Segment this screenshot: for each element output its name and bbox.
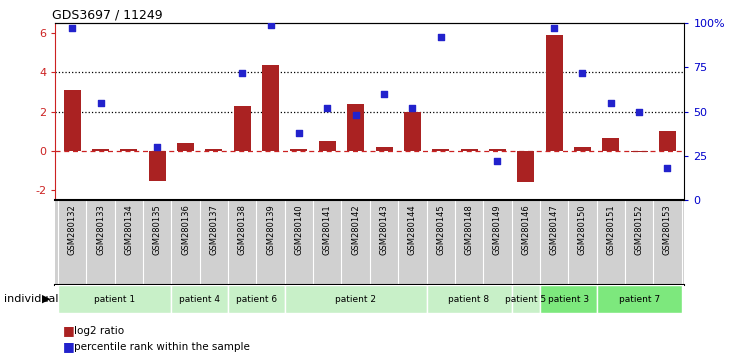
Bar: [540, 285, 597, 313]
Bar: [64, 90, 81, 151]
Bar: [149, 151, 166, 181]
Bar: [58, 285, 171, 313]
Point: [378, 91, 390, 97]
Bar: [319, 141, 336, 151]
Text: GSM280141: GSM280141: [323, 204, 332, 255]
Text: ▶: ▶: [42, 294, 51, 304]
Text: patient 5: patient 5: [505, 295, 546, 304]
Point: [406, 105, 418, 111]
Bar: [489, 149, 506, 151]
Text: patient 4: patient 4: [180, 295, 220, 304]
Point: [293, 130, 305, 136]
Point: [492, 158, 503, 164]
Text: GSM280152: GSM280152: [634, 204, 643, 255]
Bar: [121, 149, 138, 151]
Text: patient 2: patient 2: [335, 295, 376, 304]
Bar: [517, 151, 534, 182]
Point: [95, 100, 107, 105]
Bar: [92, 149, 109, 151]
Text: GSM280148: GSM280148: [464, 204, 473, 255]
Point: [435, 34, 447, 40]
Text: GSM280146: GSM280146: [521, 204, 530, 255]
Bar: [234, 105, 251, 151]
Text: GSM280140: GSM280140: [294, 204, 303, 255]
Bar: [171, 285, 228, 313]
Bar: [205, 149, 222, 151]
Bar: [631, 151, 648, 152]
Bar: [461, 149, 478, 151]
Point: [605, 100, 617, 105]
Text: GSM280147: GSM280147: [550, 204, 559, 255]
Bar: [597, 285, 682, 313]
Text: GDS3697 / 11249: GDS3697 / 11249: [52, 9, 163, 22]
Text: GSM280138: GSM280138: [238, 204, 247, 255]
Point: [350, 112, 361, 118]
Text: individual: individual: [4, 294, 58, 304]
Bar: [228, 285, 285, 313]
Text: GSM280132: GSM280132: [68, 204, 77, 255]
Text: GSM280137: GSM280137: [210, 204, 219, 255]
Bar: [432, 149, 449, 151]
Point: [662, 165, 673, 171]
Point: [548, 25, 560, 31]
Point: [66, 25, 78, 31]
Text: ■: ■: [63, 341, 74, 353]
Point: [236, 70, 248, 75]
Text: GSM280139: GSM280139: [266, 204, 275, 255]
Point: [265, 22, 277, 28]
Text: GSM280136: GSM280136: [181, 204, 190, 255]
Text: ■: ■: [63, 325, 74, 337]
Text: patient 8: patient 8: [448, 295, 489, 304]
Point: [152, 144, 163, 150]
Bar: [659, 131, 676, 151]
Point: [633, 109, 645, 114]
Bar: [602, 138, 619, 151]
Text: GSM280135: GSM280135: [153, 204, 162, 255]
Bar: [347, 104, 364, 151]
Text: GSM280151: GSM280151: [606, 204, 615, 255]
Bar: [512, 285, 540, 313]
Text: GSM280153: GSM280153: [663, 204, 672, 255]
Text: patient 6: patient 6: [236, 295, 277, 304]
Text: percentile rank within the sample: percentile rank within the sample: [74, 342, 250, 352]
Bar: [262, 65, 279, 151]
Text: GSM280150: GSM280150: [578, 204, 587, 255]
Bar: [427, 285, 512, 313]
Bar: [404, 113, 421, 151]
Text: GSM280142: GSM280142: [351, 204, 360, 255]
Text: log2 ratio: log2 ratio: [74, 326, 124, 336]
Text: GSM280144: GSM280144: [408, 204, 417, 255]
Text: GSM280134: GSM280134: [124, 204, 133, 255]
Text: patient 3: patient 3: [548, 295, 589, 304]
Bar: [375, 147, 392, 151]
Text: GSM280143: GSM280143: [380, 204, 389, 255]
Bar: [574, 147, 591, 151]
Point: [576, 70, 588, 75]
Point: [322, 105, 333, 111]
Bar: [291, 149, 308, 151]
Bar: [285, 285, 427, 313]
Text: patient 1: patient 1: [94, 295, 135, 304]
Text: GSM280145: GSM280145: [436, 204, 445, 255]
Text: GSM280149: GSM280149: [493, 204, 502, 255]
Text: GSM280133: GSM280133: [96, 204, 105, 255]
Bar: [545, 35, 562, 151]
Bar: [177, 143, 194, 151]
Text: patient 7: patient 7: [618, 295, 659, 304]
